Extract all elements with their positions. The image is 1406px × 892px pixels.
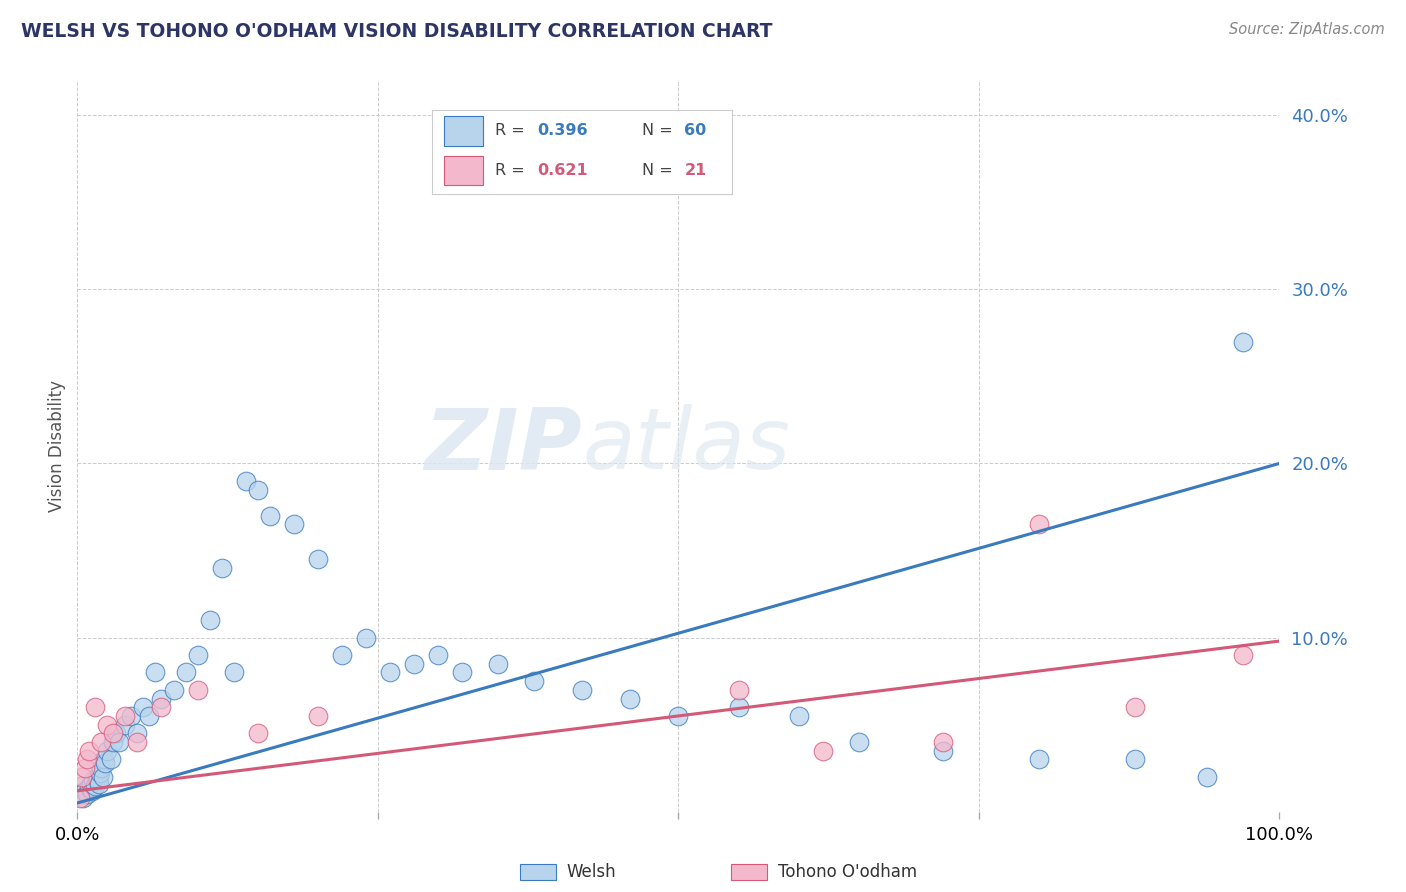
Point [1123,752,1146,766]
Point [114,709,136,723]
Point [848,735,870,749]
Point [73,784,96,798]
Point [259,508,281,523]
Point [86,770,108,784]
Point [174,665,197,680]
Text: 21: 21 [685,163,707,178]
Point [108,735,131,749]
Point [932,744,955,758]
Text: N =: N = [643,163,673,178]
Point [72,790,94,805]
FancyBboxPatch shape [444,156,484,186]
Point [727,700,749,714]
Point [82,773,104,788]
Point [932,735,955,749]
Point [103,726,125,740]
Point [70,770,93,784]
Point [70,779,93,793]
Point [91,770,114,784]
Text: N =: N = [643,123,673,138]
Point [222,665,245,680]
Point [84,779,107,793]
Point [69,790,91,805]
Point [79,744,101,758]
Point [145,665,167,680]
Point [787,709,810,723]
Point [96,717,118,731]
Point [94,756,117,770]
Text: R =: R = [495,123,524,138]
Point [1028,517,1050,532]
Point [80,784,103,798]
Point [307,709,329,723]
Text: WELSH VS TOHONO O'ODHAM VISION DISABILITY CORRELATION CHART: WELSH VS TOHONO O'ODHAM VISION DISABILIT… [21,22,772,41]
Point [246,726,269,740]
Point [76,752,98,766]
Text: Source: ZipAtlas.com: Source: ZipAtlas.com [1229,22,1385,37]
Point [186,648,209,662]
Point [1197,770,1219,784]
Point [1028,752,1050,766]
Point [84,700,107,714]
Point [330,648,353,662]
Point [87,777,110,791]
Text: Tohono O'odham: Tohono O'odham [778,863,917,881]
Text: 0.396: 0.396 [537,123,588,138]
Point [354,631,377,645]
Point [150,700,173,714]
Text: Welsh: Welsh [567,863,616,881]
Point [668,709,690,723]
Point [486,657,509,671]
Point [93,752,115,766]
Point [451,665,474,680]
Point [114,717,136,731]
Point [90,735,112,749]
Point [150,691,173,706]
Point [235,474,257,488]
Point [162,682,184,697]
Point [138,709,160,723]
Point [246,483,269,497]
Text: 60: 60 [685,123,707,138]
Point [89,766,111,780]
Point [1232,334,1254,349]
Point [523,674,546,689]
Point [96,744,118,758]
Point [1232,648,1254,662]
Point [1123,700,1146,714]
Point [307,552,329,566]
Point [811,744,834,758]
Point [103,735,125,749]
Point [727,682,749,697]
Point [127,735,149,749]
Point [571,682,593,697]
Point [378,665,401,680]
Point [127,726,149,740]
Point [73,761,96,775]
Point [69,787,91,801]
Point [79,777,101,791]
Text: atlas: atlas [582,404,790,488]
FancyBboxPatch shape [444,116,484,145]
Point [120,709,142,723]
Point [427,648,450,662]
Point [100,752,122,766]
Point [76,787,98,801]
Text: 0.621: 0.621 [537,163,588,178]
Point [619,691,641,706]
Y-axis label: Vision Disability: Vision Disability [48,380,66,512]
Text: ZIP: ZIP [425,404,582,488]
Point [104,726,127,740]
Point [79,780,101,795]
Point [186,682,209,697]
Point [87,773,110,788]
Text: R =: R = [495,163,524,178]
Point [283,517,305,532]
Point [211,561,233,575]
Point [90,761,112,775]
Point [132,700,155,714]
Point [402,657,425,671]
Point [198,613,221,627]
